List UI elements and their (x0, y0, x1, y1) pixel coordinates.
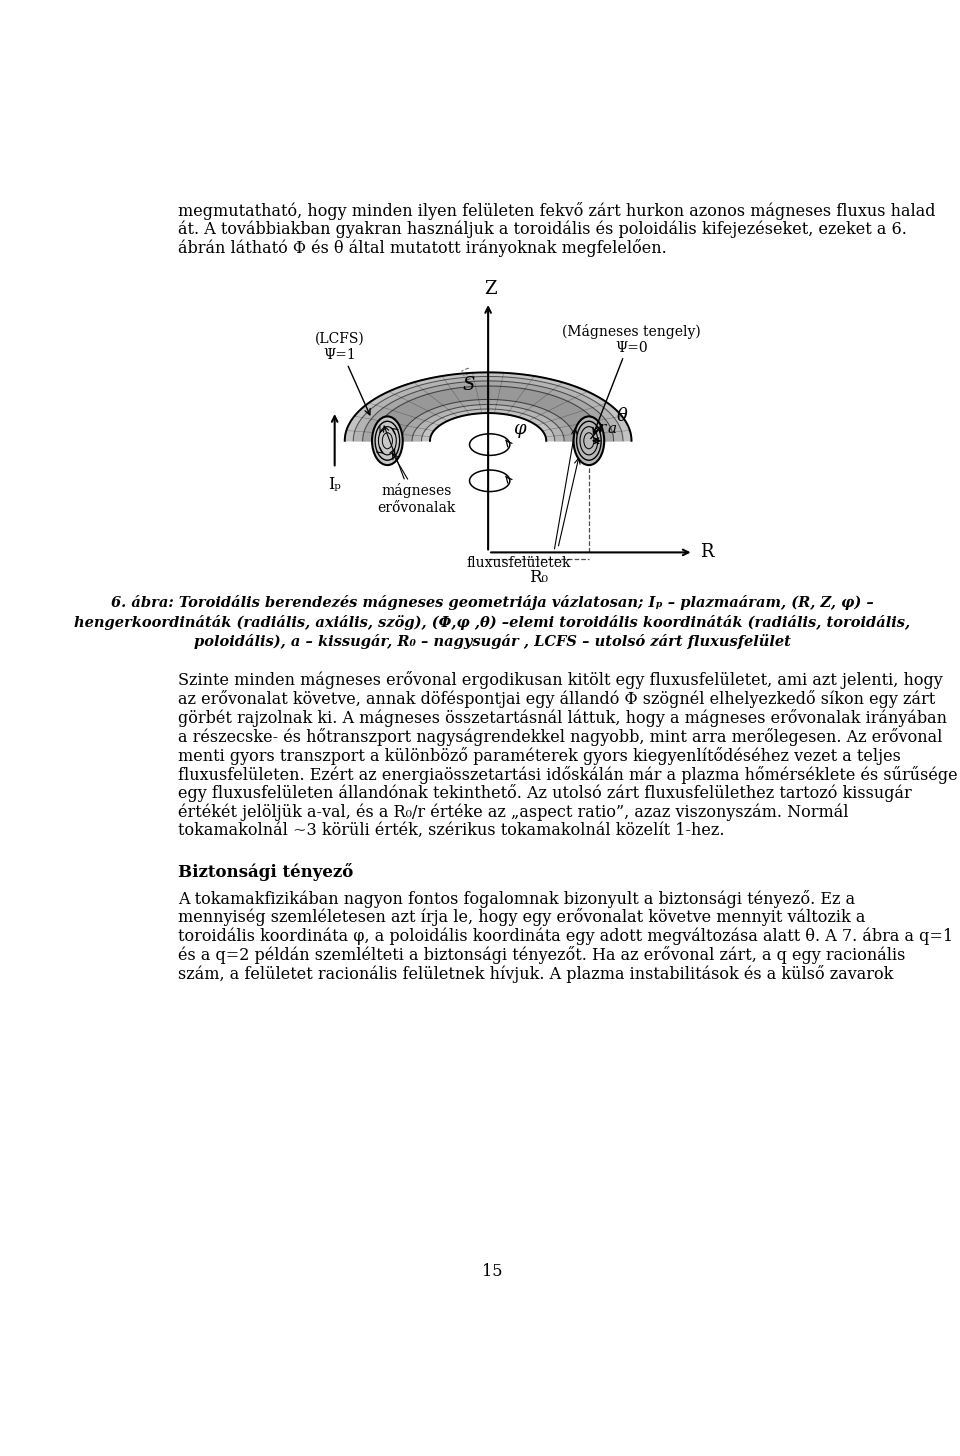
Polygon shape (373, 386, 603, 441)
Text: a részecske- és hőtranszport nagyságrendekkel nagyobb, mint arra merőlegesen. Az: a részecske- és hőtranszport nagyságrend… (179, 728, 943, 745)
Text: A tokamakfizikában nagyon fontos fogalomnak bizonyult a biztonsági tényező. Ez a: A tokamakfizikában nagyon fontos fogalom… (179, 890, 855, 907)
Text: 15: 15 (482, 1264, 502, 1280)
Text: φ: φ (513, 421, 525, 438)
Text: poloidális), a – kissugár, R₀ – nagysugár , LCFS – utolsó zárt fluxusfelület: poloidális), a – kissugár, R₀ – nagysugá… (194, 635, 790, 649)
Text: mágneses: mágneses (382, 483, 452, 498)
Polygon shape (363, 381, 613, 441)
Text: egy fluxusfelületen állandónak tekinthető. Az utolsó zárt fluxusfelülethez tarto: egy fluxusfelületen állandónak tekinthet… (179, 785, 912, 802)
Text: Ψ=0: Ψ=0 (615, 341, 648, 355)
Text: S: S (463, 376, 475, 395)
Text: Ψ=1: Ψ=1 (323, 348, 356, 363)
Text: menti gyors transzport a különböző paraméterek gyors kiegyenlítődéséhez vezet a : menti gyors transzport a különböző param… (179, 747, 901, 764)
Text: fluxusfelületek: fluxusfelületek (467, 556, 571, 571)
Text: θ: θ (616, 408, 628, 425)
Polygon shape (345, 373, 632, 441)
Text: (LCFS): (LCFS) (315, 332, 364, 345)
Text: 6. ábra: Toroidális berendezés mágneses geometriája vázlatosan; Iₚ – plazmaáram,: 6. ábra: Toroidális berendezés mágneses … (110, 594, 874, 610)
Text: tokamakolnál ~3 körüli érték, szérikus tokamakolnál közelít 1-hez.: tokamakolnál ~3 körüli érték, szérikus t… (179, 823, 725, 839)
Text: szám, a felületet racionális felületnek hívjuk. A plazma instabilitások és a kül: szám, a felületet racionális felületnek … (179, 965, 894, 983)
Text: és a q=2 példán szemlélteti a biztonsági tényezőt. Ha az erővonal zárt, a q egy : és a q=2 példán szemlélteti a biztonsági… (179, 946, 905, 964)
Text: Z: Z (484, 280, 496, 297)
Text: R₀: R₀ (529, 569, 548, 587)
Text: át. A továbbiakban gyakran használjuk a toroidális és poloidális kifejezéseket, : át. A továbbiakban gyakran használjuk a … (179, 220, 907, 237)
Text: Iₚ: Iₚ (328, 476, 341, 494)
Text: megmutatható, hogy minden ilyen felületen fekvő zárt hurkon azonos mágneses flux: megmutatható, hogy minden ilyen felülete… (179, 202, 936, 220)
Text: Szinte minden mágneses erővonal ergodikusan kitölt egy fluxusfelületet, ami azt : Szinte minden mágneses erővonal ergodiku… (179, 671, 943, 689)
Text: mennyiség szemléletesen azt írja le, hogy egy erővonalat követve mennyit változi: mennyiség szemléletesen azt írja le, hog… (179, 909, 866, 926)
Text: a: a (608, 422, 616, 437)
Text: Biztonsági tényező: Biztonsági tényező (179, 862, 353, 881)
Text: fluxusfelületen. Ezért az energiaösszetartási időskálán már a plazma hőmérséklet: fluxusfelületen. Ezért az energiaösszeta… (179, 766, 958, 783)
Text: (Mágneses tengely): (Mágneses tengely) (563, 323, 701, 339)
Text: hengerkoordináták (radiális, axiális, szög), (Φ,φ ,θ) –elemi toroidális koordiná: hengerkoordináták (radiális, axiális, sz… (74, 614, 910, 629)
Text: az erővonalat követve, annak döféspontjai egy állandó Φ szögnél elhelyezkedő sík: az erővonalat követve, annak döféspontja… (179, 690, 935, 708)
Text: R: R (701, 543, 714, 562)
Polygon shape (353, 377, 623, 441)
Text: r: r (599, 421, 606, 435)
Ellipse shape (372, 416, 403, 464)
Text: toroidális koordináta φ, a poloidális koordináta egy adott megváltozása alatt θ.: toroidális koordináta φ, a poloidális ko… (179, 927, 953, 945)
Text: értékét jelöljük a-val, és a R₀/r értéke az „aspect ratio”, azaz viszonyszám. No: értékét jelöljük a-val, és a R₀/r értéke… (179, 804, 849, 821)
Text: görbét rajzolnak ki. A mágneses összetartásnál láttuk, hogy a mágneses erővonala: görbét rajzolnak ki. A mágneses összetar… (179, 709, 948, 727)
Text: erővonalak: erővonalak (377, 501, 456, 515)
Ellipse shape (573, 416, 604, 464)
Text: ábrán látható Φ és θ által mutatott irányoknak megfelelően.: ábrán látható Φ és θ által mutatott irán… (179, 239, 667, 258)
